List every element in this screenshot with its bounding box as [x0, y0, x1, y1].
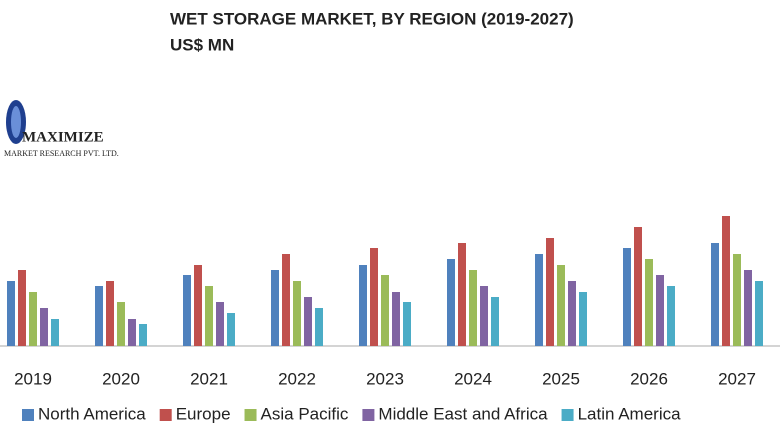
bar — [744, 270, 752, 346]
bar — [7, 281, 15, 346]
bar — [579, 292, 587, 346]
legend-swatch — [561, 409, 574, 421]
bar — [106, 281, 114, 346]
bar — [40, 308, 48, 346]
bar — [491, 297, 499, 346]
bar — [304, 297, 312, 346]
bar — [18, 270, 26, 346]
bar — [403, 302, 411, 346]
legend-swatch — [244, 409, 257, 421]
legend-label: Middle East and Africa — [378, 404, 548, 423]
bar — [29, 292, 37, 346]
bar — [359, 265, 367, 346]
bar — [370, 248, 378, 346]
bar — [381, 275, 389, 346]
logo-name: MAXIMIZE — [22, 129, 104, 145]
x-tick-label: 2027 — [718, 369, 756, 388]
bar — [546, 238, 554, 346]
x-tick-label: 2021 — [190, 369, 228, 388]
bar — [535, 254, 543, 346]
bar — [227, 313, 235, 346]
x-tick-label: 2020 — [102, 369, 140, 388]
x-tick-label: 2025 — [542, 369, 580, 388]
bar — [711, 243, 719, 346]
bar — [282, 254, 290, 346]
legend-label: Latin America — [578, 404, 682, 423]
bar — [139, 324, 147, 346]
bar — [623, 248, 631, 346]
legend-label: Asia Pacific — [261, 404, 349, 423]
bar — [733, 254, 741, 346]
bar — [447, 259, 455, 346]
legend-swatch — [159, 409, 172, 421]
x-tick-label: 2026 — [630, 369, 668, 388]
bar — [128, 319, 136, 346]
bar — [722, 216, 730, 346]
legend-label: North America — [38, 404, 146, 423]
bar — [205, 286, 213, 346]
bar — [667, 286, 675, 346]
bar — [645, 259, 653, 346]
bar — [392, 292, 400, 346]
bar — [656, 275, 664, 346]
legend-swatch — [362, 409, 375, 421]
bar — [755, 281, 763, 346]
bar — [293, 281, 301, 346]
x-tick-label: 2023 — [366, 369, 404, 388]
chart-subtitle: US$ MN — [170, 35, 234, 54]
x-tick-label: 2024 — [454, 369, 492, 388]
bar — [480, 286, 488, 346]
legend-label: Europe — [176, 404, 231, 423]
x-tick-label: 2019 — [14, 369, 52, 388]
legend-swatch — [22, 409, 34, 421]
logo-tagline: MARKET RESEARCH PVT. LTD. — [4, 149, 119, 158]
bar — [216, 302, 224, 346]
bar — [315, 308, 323, 346]
bar — [117, 302, 125, 346]
bar — [194, 265, 202, 346]
bar — [95, 286, 103, 346]
bar — [51, 319, 59, 346]
bar — [568, 281, 576, 346]
bar — [557, 265, 565, 346]
bar — [634, 227, 642, 346]
bar — [458, 243, 466, 346]
logo: MAXIMIZE MARKET RESEARCH PVT. LTD. — [4, 100, 119, 158]
logo-globe-inner — [11, 106, 21, 138]
bar — [271, 270, 279, 346]
bar — [183, 275, 191, 346]
x-tick-label: 2022 — [278, 369, 316, 388]
bar — [469, 270, 477, 346]
chart-title: WET STORAGE MARKET, BY REGION (2019-2027… — [170, 9, 574, 28]
